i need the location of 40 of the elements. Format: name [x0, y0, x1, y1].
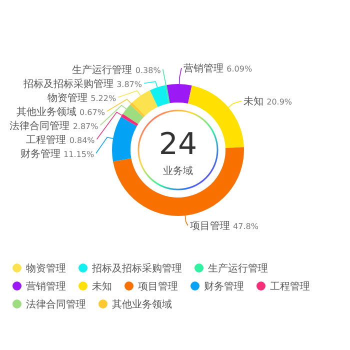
slice-label: 项目管理 [190, 221, 230, 232]
slice-label: 生产运行管理 [72, 64, 132, 76]
slice-label: 其他业务领域 [16, 106, 76, 118]
slice-label: 营销管理 [183, 64, 224, 75]
data-label: 0.38% [135, 66, 162, 75]
donut-slice [122, 104, 144, 124]
legend-label: 财务管理 [204, 280, 244, 292]
donut-slice [112, 116, 137, 162]
legend-label: 物资管理 [26, 262, 66, 274]
slice-label: 未知 [243, 96, 264, 108]
data-label: 47.8% [233, 222, 259, 232]
legend-label: 招标及招标采购管理 [91, 262, 182, 274]
slice-label: 工程管理 [26, 134, 66, 146]
donut-slice [132, 90, 158, 116]
slice-label: 财务管理 [20, 148, 60, 160]
data-label: 2.87% [72, 122, 99, 131]
text: 24 [158, 127, 198, 162]
donut-slice [166, 84, 192, 104]
legend-label: 营销管理 [26, 280, 66, 292]
data-label: 5.22% [90, 94, 116, 103]
donut-slice [130, 102, 145, 118]
slice-label: 法律合同管理 [10, 120, 70, 132]
text: 业务域 [163, 165, 193, 177]
donut-slice [150, 85, 169, 107]
donut-slice [165, 84, 170, 104]
data-label: 3.87% [116, 80, 142, 89]
legend-label: 项目管理 [138, 282, 178, 292]
data-label: 0.67% [80, 108, 106, 117]
legend-label: 其他业务领域 [112, 298, 172, 310]
data-label: 11.15% [64, 150, 94, 159]
legend-label: 生产运行管理 [208, 262, 268, 274]
slice-label: 物资管理 [47, 92, 88, 104]
data-label: 20.9% [266, 97, 292, 106]
legend-label: 工程管理 [270, 282, 310, 292]
slice-label: 招标及招标采购管理 [23, 78, 114, 90]
legend-label: 法律合同管理 [26, 298, 86, 310]
legend-label: 未知 [92, 280, 112, 292]
data-label: 0.84% [69, 136, 96, 145]
data-label: 6.09% [226, 64, 252, 74]
donut-slice [120, 114, 138, 126]
